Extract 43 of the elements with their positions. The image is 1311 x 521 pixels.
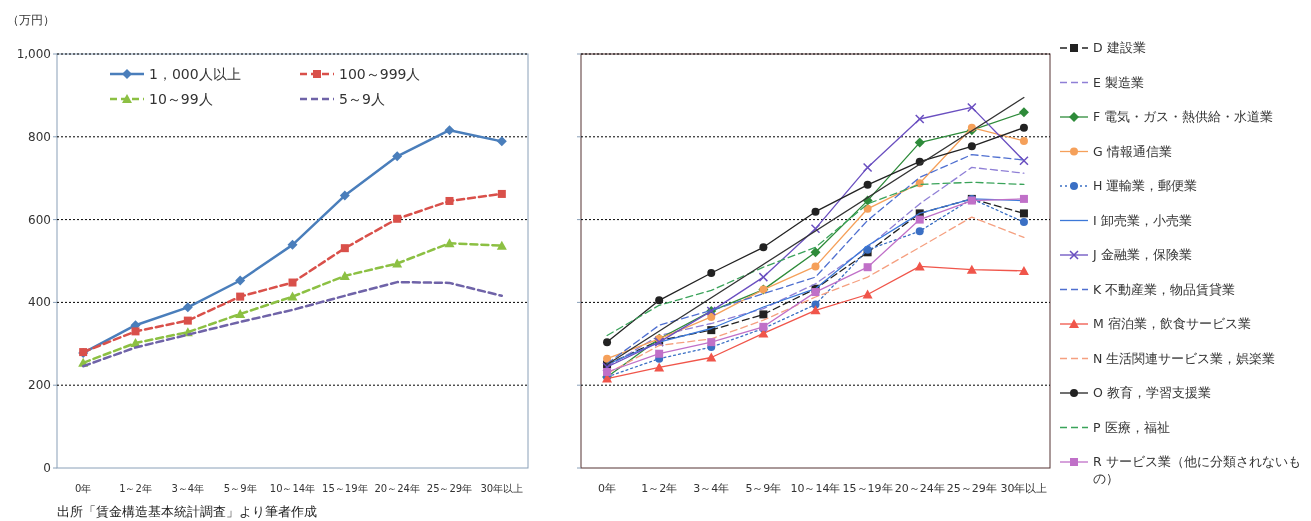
x-tick-label: 30年以上 [480, 483, 524, 494]
legend-label: M 宿泊業，飲食サービス業 [1093, 316, 1251, 332]
legend-label: H 運輸業，郵便業 [1093, 178, 1198, 194]
x-tick-label: 15～19年 [842, 482, 893, 495]
x-tick-label: 5～9年 [223, 483, 257, 494]
legend-label: 100～999人 [339, 65, 421, 82]
x-tick-label: 20～24年 [374, 483, 420, 494]
legend-label: I 卸売業，小売業 [1093, 212, 1192, 228]
y-tick-label: 600 [28, 212, 51, 227]
y-tick-label: 800 [28, 129, 51, 144]
legend-label: 5～9人 [339, 90, 385, 107]
x-tick-label: 5～9年 [745, 482, 782, 495]
legend-label: J 金融業，保険業 [1092, 247, 1192, 263]
text: 出所「賃金構造基本統計調査」より筆者作成 [57, 504, 317, 519]
legend-label: 10～99人 [149, 90, 213, 107]
x-tick-label: 1～2年 [119, 483, 152, 494]
x-tick-label: 3～4年 [693, 482, 730, 495]
legend-label: 1，000人以上 [149, 65, 241, 82]
x-tick-label: 25～29年 [426, 483, 473, 494]
y-tick-label: 200 [28, 378, 51, 393]
y-tick-label: 1,000 [16, 47, 51, 61]
y-axis-title: （万円） [7, 13, 55, 27]
y-tick-label: 400 [28, 295, 51, 310]
legend-label: F 電気・ガス・熱供給・水道業 [1093, 109, 1274, 125]
legend-label: K 不動産業，物品賃貸業 [1093, 281, 1236, 297]
x-tick-label: 10～14年 [269, 483, 316, 494]
x-tick-label: 15～19年 [322, 483, 368, 494]
legend-label: O 教育，学習支援業 [1093, 385, 1211, 401]
legend-label: D 建設業 [1093, 40, 1146, 56]
x-tick-label: 10～14年 [790, 482, 841, 495]
legend-label: E 製造業 [1093, 74, 1144, 90]
x-tick-label: 3～4年 [171, 483, 205, 494]
y-tick-label: 0 [43, 461, 51, 475]
x-tick-label: 20～24年 [894, 482, 945, 495]
legend-label: N 生活関連サービス業，娯楽業 [1093, 350, 1276, 366]
x-tick-label: 0年 [74, 483, 92, 494]
x-tick-label: 0年 [598, 482, 617, 495]
x-tick-label: 25～29年 [946, 482, 997, 495]
x-tick-label: 30年以上 [1000, 482, 1048, 495]
x-tick-label: 1～2年 [641, 482, 678, 495]
legend-label: P 医療，福祉 [1093, 419, 1170, 435]
legend-label: G 情報通信業 [1093, 143, 1172, 159]
legend-label: R サービス業（他に分類されないもの） [1093, 454, 1301, 486]
